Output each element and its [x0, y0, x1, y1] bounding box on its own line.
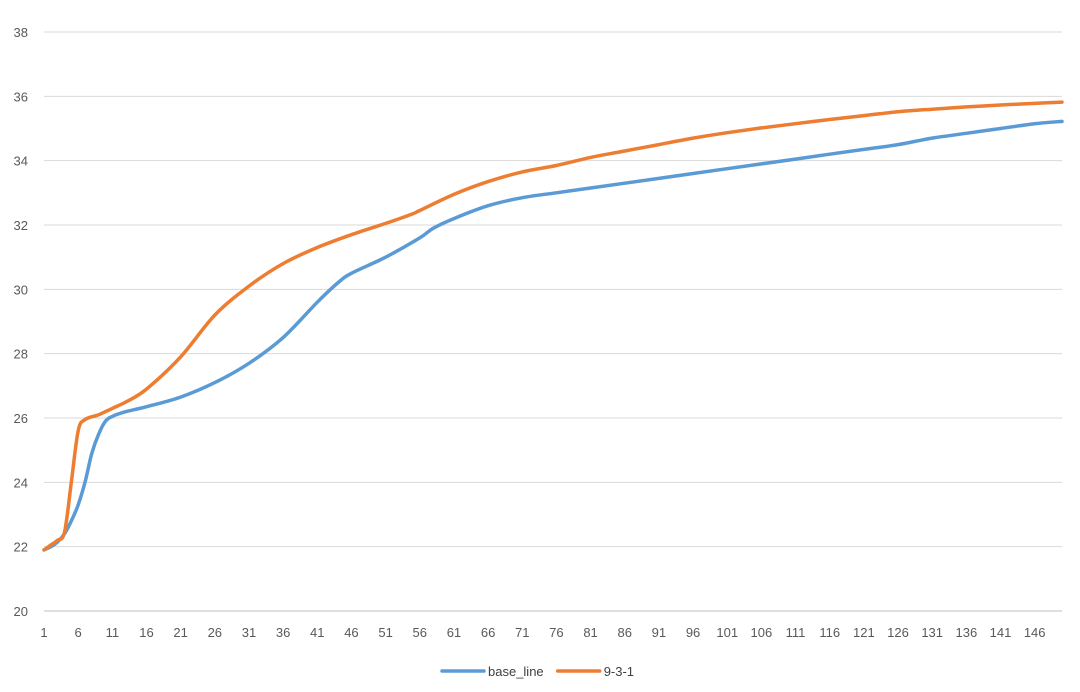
legend-label: 9-3-1: [604, 664, 634, 679]
x-tick-label: 121: [853, 625, 875, 640]
x-tick-label: 36: [276, 625, 290, 640]
x-tick-label: 16: [139, 625, 153, 640]
x-tick-label: 76: [549, 625, 563, 640]
x-tick-label: 41: [310, 625, 324, 640]
x-tick-label: 46: [344, 625, 358, 640]
x-tick-label: 26: [208, 625, 222, 640]
x-tick-label: 131: [921, 625, 943, 640]
y-tick-label: 34: [14, 154, 28, 169]
x-tick-label: 71: [515, 625, 529, 640]
x-tick-label: 11: [106, 625, 120, 640]
y-tick-label: 32: [14, 218, 28, 233]
series-lines: [42, 100, 1064, 552]
x-tick-label: 51: [378, 625, 392, 640]
x-tick-label: 6: [75, 625, 82, 640]
y-tick-label: 22: [14, 540, 28, 555]
series-line-nine-three-one: [42, 100, 1064, 552]
x-tick-label: 66: [481, 625, 495, 640]
y-tick-label: 38: [14, 25, 28, 40]
y-tick-label: 28: [14, 347, 28, 362]
legend-label: base_line: [488, 664, 544, 679]
x-tick-label: 141: [990, 625, 1012, 640]
x-tick-label: 101: [716, 625, 738, 640]
x-tick-label: 31: [242, 625, 256, 640]
gridlines: [44, 31, 1062, 612]
legend: base_line 9-3-1: [440, 664, 634, 679]
x-tick-label: 91: [652, 625, 666, 640]
x-tick-label: 1: [40, 625, 47, 640]
series-line-base-line: [42, 119, 1064, 552]
y-tick-label: 30: [14, 282, 28, 297]
y-tick-label: 36: [14, 89, 28, 104]
y-tick-label: 24: [14, 475, 28, 490]
x-tick-label: 21: [173, 625, 187, 640]
x-tick-label: 96: [686, 625, 700, 640]
x-tick-label: 56: [413, 625, 427, 640]
y-tick-label: 26: [14, 411, 28, 426]
x-tick-label: 126: [887, 625, 909, 640]
x-tick-label: 106: [751, 625, 773, 640]
x-tick-label: 86: [618, 625, 632, 640]
y-tick-label: 20: [14, 604, 28, 619]
x-tick-label: 136: [955, 625, 977, 640]
x-tick-label: 116: [819, 625, 840, 640]
x-tick-label: 81: [583, 625, 597, 640]
x-tick-label: 146: [1024, 625, 1046, 640]
x-tick-label: 111: [786, 625, 806, 640]
x-tick-label: 61: [447, 625, 461, 640]
